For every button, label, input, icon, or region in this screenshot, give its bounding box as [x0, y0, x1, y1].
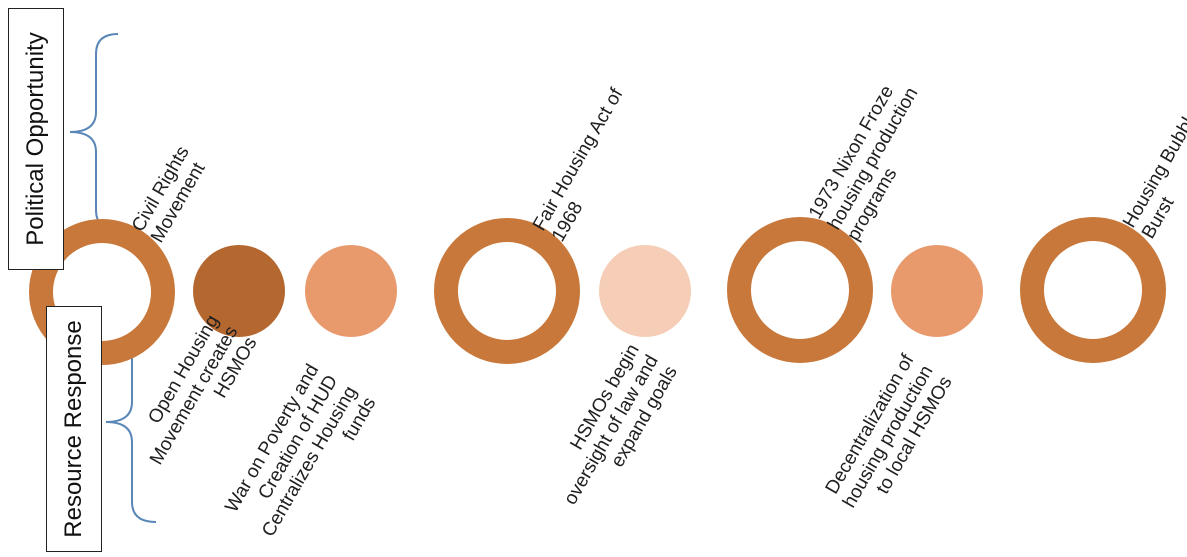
response-dot-hsmos-oversight — [599, 245, 691, 337]
event-ring-fair-housing-act — [434, 218, 580, 364]
event-ring-nixon-freeze — [727, 217, 873, 363]
response-dot-decentralization — [891, 245, 983, 337]
political-opportunity-box: Political Opportunity — [8, 8, 64, 270]
event-ring-civil-rights — [29, 219, 175, 365]
event-ring-housing-bubble — [1020, 217, 1166, 363]
response-dot-war-on-poverty — [305, 245, 397, 337]
resource-response-box: Resource Response — [46, 306, 102, 552]
resource-response-label: Resource Response — [60, 320, 87, 538]
political-opportunity-brace — [69, 33, 119, 231]
response-dot-open-housing — [193, 245, 285, 337]
political-opportunity-label: Political Opportunity — [22, 32, 49, 246]
